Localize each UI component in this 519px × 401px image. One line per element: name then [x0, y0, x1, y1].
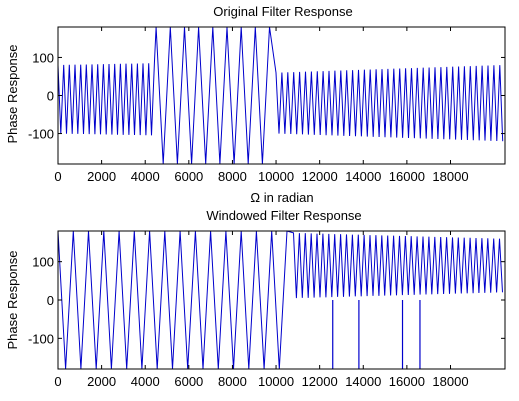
y-axis-label: Phase Response [5, 44, 20, 143]
x-tick-label: 16000 [389, 169, 425, 184]
x-tick-label: 8000 [218, 374, 247, 389]
y-ticks: 100 0 -100 [28, 255, 505, 346]
plot-frame [57, 26, 506, 165]
line-series [57, 26, 504, 165]
x-tick-label: 6000 [174, 374, 203, 389]
x-tick-label: 4000 [131, 374, 160, 389]
y-tick-label: 0 [47, 89, 54, 104]
x-tick-label: 2000 [87, 374, 116, 389]
x-ticks: 0 2000 4000 6000 8000 10000 12000 14000 16000 180… [54, 231, 469, 389]
plot-title: Original Filter Response [213, 4, 352, 19]
y-tick-label: 0 [47, 293, 54, 308]
y-axis-label-text: Phase Response [5, 250, 20, 349]
plot-original: Original Filter Response Phase Response … [5, 4, 506, 205]
x-tick-label: 18000 [432, 169, 468, 184]
x-tick-label: 4000 [131, 169, 160, 184]
y-axis-label-text: Phase Response [5, 44, 20, 143]
x-tick-label: 18000 [432, 374, 468, 389]
x-tick-label: 10000 [258, 169, 294, 184]
x-tick-label: 14000 [345, 169, 381, 184]
x-tick-label: 8000 [218, 169, 247, 184]
x-tick-label: 16000 [389, 374, 425, 389]
x-tick-label: 12000 [302, 169, 338, 184]
plot-title: Windowed Filter Response [206, 208, 361, 223]
x-tick-label: 0 [54, 169, 61, 184]
x-tick-label: 10000 [258, 374, 294, 389]
x-tick-label: 12000 [302, 374, 338, 389]
y-tick-label: -100 [28, 331, 54, 346]
x-tick-label: 6000 [174, 169, 203, 184]
x-tick-label: 2000 [87, 169, 116, 184]
y-tick-label: -100 [28, 127, 54, 142]
x-tick-label: 0 [54, 374, 61, 389]
plot-frame [57, 230, 506, 370]
x-ticks: 0 2000 4000 6000 8000 10000 12000 14000 16000 180… [54, 27, 469, 184]
plot-windowed: Windowed Filter Response Phase Response … [5, 208, 506, 389]
series-line [57, 26, 504, 165]
y-tick-label: 100 [32, 50, 54, 65]
x-tick-label: 14000 [345, 374, 381, 389]
y-tick-label: 100 [32, 255, 54, 270]
y-axis-label: Phase Response [5, 250, 20, 349]
y-ticks: 100 0 -100 [28, 50, 505, 142]
x-axis-label: Ω in radian [250, 190, 313, 205]
